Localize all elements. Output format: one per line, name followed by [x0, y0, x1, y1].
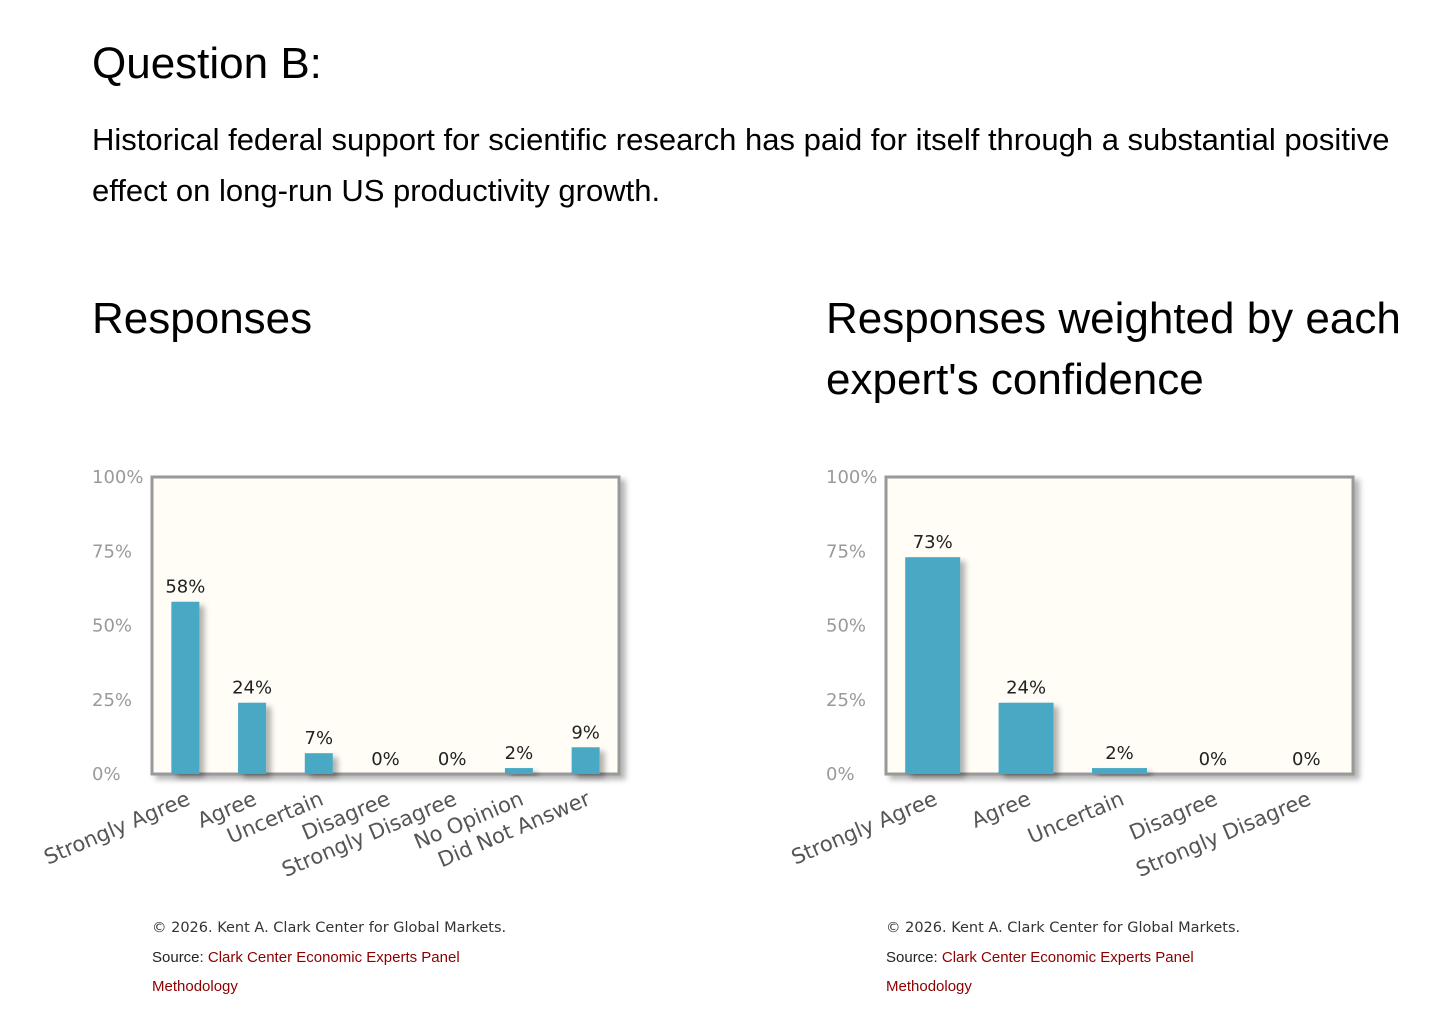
y-tick-label: 100% [92, 467, 143, 488]
source-prefix: Source: [886, 949, 942, 966]
question-title: Question B: [92, 39, 322, 88]
bar-value-label: 73% [913, 532, 953, 553]
source-line: Source: Clark Center Economic Experts Pa… [152, 943, 506, 972]
question-text: Historical federal support for scientifi… [92, 122, 1390, 208]
plot-area [884, 475, 1355, 776]
y-tick-label: 25% [826, 690, 866, 711]
bar-value-label: 0% [1292, 749, 1321, 770]
responses-chart-title: Responses [92, 294, 313, 343]
bar-value-label: 7% [305, 728, 334, 749]
bar-value-label: 9% [571, 722, 600, 743]
source-link[interactable]: Clark Center Economic Experts Panel [207, 949, 460, 966]
y-tick-label: 25% [92, 690, 132, 711]
y-tick-label: 50% [826, 616, 866, 637]
bar-value-label: 0% [371, 749, 400, 770]
bar [238, 702, 267, 774]
responses-bar-chart: 0%25%50%75%100%58%Strongly Agree24%Agree… [40, 467, 621, 882]
bar [304, 753, 333, 774]
y-tick-label: 0% [826, 764, 855, 785]
category-label: Strongly Agree [40, 787, 193, 870]
weighted-responses-chart-title: Responses weighted by each expert's conf… [826, 294, 1401, 404]
copyright-text: © 2026. Kent A. Clark Center for Global … [886, 920, 1241, 936]
bar [1092, 768, 1147, 774]
source-link[interactable]: Clark Center Economic Experts Panel [941, 949, 1194, 966]
y-tick-label: 100% [826, 467, 877, 488]
bar [171, 601, 200, 774]
source-line: Source: Clark Center Economic Experts Pa… [886, 943, 1240, 972]
bar-value-label: 24% [232, 678, 272, 699]
source-prefix: Source: [152, 949, 208, 966]
bar [504, 768, 533, 774]
bar-value-label: 2% [505, 743, 534, 764]
category-label: Uncertain [1024, 787, 1127, 849]
copyright-text: © 2026. Kent A. Clark Center for Global … [152, 920, 507, 936]
bar-value-label: 24% [1006, 678, 1046, 699]
bar-value-label: 0% [438, 749, 467, 770]
bar-value-label: 58% [165, 577, 205, 598]
category-label: Strongly Agree [788, 787, 941, 870]
bar-value-label: 2% [1105, 743, 1134, 764]
y-tick-label: 75% [826, 541, 866, 562]
methodology-link[interactable]: Methodology [886, 978, 972, 995]
bar [571, 747, 600, 774]
bar [905, 557, 961, 774]
bar [998, 702, 1054, 774]
bar-value-label: 0% [1199, 749, 1228, 770]
y-tick-label: 50% [92, 616, 132, 637]
y-tick-label: 75% [92, 541, 132, 562]
y-tick-label: 0% [92, 764, 121, 785]
plot-area [150, 475, 621, 776]
chart-footer-right: © 2026. Kent A. Clark Center for Global … [886, 914, 1240, 1001]
methodology-link[interactable]: Methodology [152, 978, 238, 995]
weighted-responses-bar-chart: 0%25%50%75%100%73%Strongly Agree24%Agree… [788, 467, 1355, 882]
chart-footer-left: © 2026. Kent A. Clark Center for Global … [152, 914, 506, 1001]
